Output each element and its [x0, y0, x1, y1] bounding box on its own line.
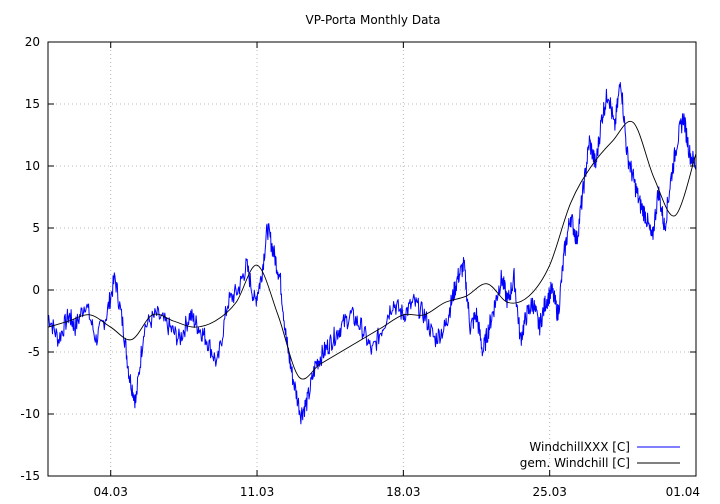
legend-label: gem. Windchill [C] — [520, 456, 630, 470]
series-layer — [47, 82, 697, 425]
legend: WindchillXXX [C] gem. Windchill [C] — [520, 440, 680, 470]
y-tick-label: 15 — [25, 97, 40, 111]
y-tick-label: 10 — [25, 159, 40, 173]
plot-frame — [47, 41, 697, 477]
x-tick-label: 04.03 — [94, 485, 128, 499]
y-tick-label: -15 — [20, 469, 40, 483]
y-tick-label: -10 — [20, 407, 40, 421]
x-tick-label: 01.04 — [666, 485, 700, 499]
x-tick-label: 11.03 — [240, 485, 274, 499]
legend-label: WindchillXXX [C] — [529, 440, 630, 454]
y-tick-label: 5 — [32, 221, 40, 235]
series-line-windchillxxx — [47, 82, 697, 425]
series-line-gem-windchill — [47, 120, 697, 380]
y-tick-label: 20 — [25, 35, 40, 49]
grid — [48, 42, 696, 476]
axes: -15 -10 -5 0 5 10 15 20 04.03 11.03 18.03 25.03 01.0… — [20, 35, 700, 499]
x-tick-label: 18.03 — [386, 485, 420, 499]
chart-title: VP-Porta Monthly Data — [306, 13, 441, 27]
y-tick-label: -5 — [28, 345, 40, 359]
x-tick-label: 25.03 — [532, 485, 566, 499]
y-tick-label: 0 — [32, 283, 40, 297]
